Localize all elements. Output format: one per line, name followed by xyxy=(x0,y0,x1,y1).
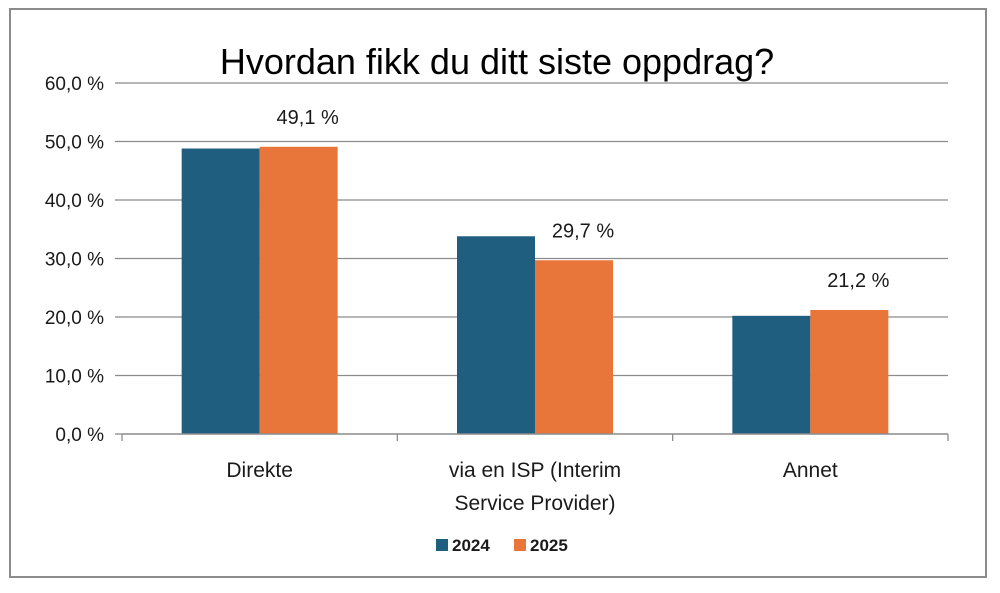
legend-swatch xyxy=(514,539,526,551)
bar-2024 xyxy=(457,236,535,434)
category-labels: Direkte via en ISP (Interim Service Provid… xyxy=(226,459,838,515)
data-labels: 49,1 % 29,7 % 21,2 % xyxy=(277,107,890,292)
category-label: Annet xyxy=(783,459,838,482)
category-label: Service Provider) xyxy=(454,492,615,515)
legend: 2024 2025 xyxy=(436,536,568,555)
bars xyxy=(181,146,889,434)
y-tick-label: 0,0 % xyxy=(55,425,104,446)
y-tick-label: 60,0 % xyxy=(45,74,104,95)
bar-2024 xyxy=(732,315,811,434)
legend-swatch xyxy=(436,539,448,551)
data-label: 49,1 % xyxy=(277,107,339,129)
y-tick-label: 10,0 % xyxy=(45,367,104,388)
legend-label: 2024 xyxy=(452,536,490,555)
y-tick-label: 50,0 % xyxy=(45,133,104,154)
data-label: 29,7 % xyxy=(552,220,614,242)
legend-label: 2025 xyxy=(530,536,568,555)
data-label: 21,2 % xyxy=(827,270,889,292)
bar-2025 xyxy=(535,260,613,434)
y-tick-label: 20,0 % xyxy=(45,308,104,329)
bar-2025 xyxy=(259,146,338,434)
x-axis xyxy=(121,433,949,441)
chart-title: Hvordan fikk du ditt siste oppdrag? xyxy=(220,41,774,82)
y-axis-ticks: 0,0 % 10,0 % 20,0 % 30,0 % 40,0 % 50,0 % 60,0 … xyxy=(45,74,122,446)
y-tick-label: 30,0 % xyxy=(45,250,104,271)
y-tick-label: 40,0 % xyxy=(45,191,104,212)
bar-2025 xyxy=(810,309,889,434)
category-label: via en ISP (Interim xyxy=(449,459,621,482)
bar-2024 xyxy=(181,148,260,434)
category-label: Direkte xyxy=(226,459,293,482)
